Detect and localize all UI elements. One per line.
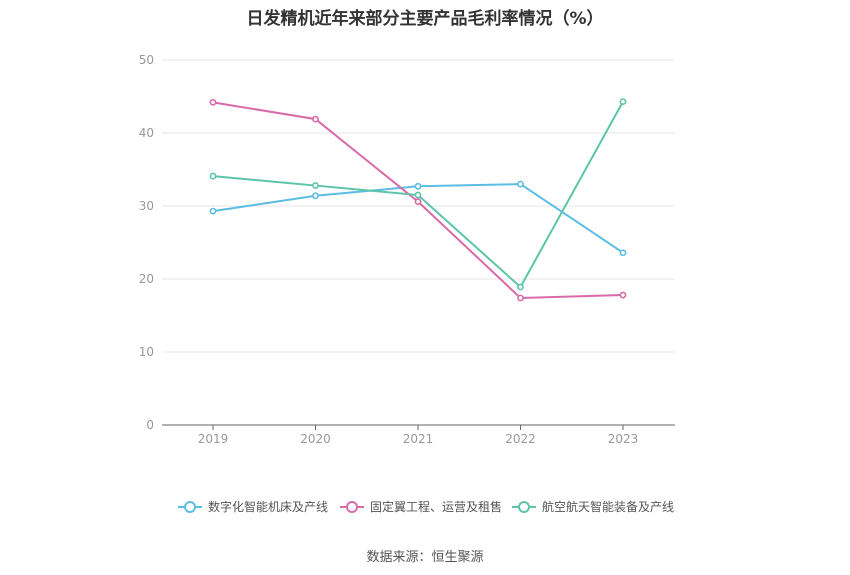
x-tick-label: 2020 xyxy=(300,432,331,446)
legend-item-1[interactable]: 固定翼工程、运营及租售 xyxy=(340,499,502,514)
x-tick-label: 2022 xyxy=(505,432,536,446)
data-point[interactable] xyxy=(414,198,422,206)
y-tick-label: 30 xyxy=(139,199,154,213)
x-tick-label: 2023 xyxy=(608,432,639,446)
data-point[interactable] xyxy=(619,249,627,257)
legend-label: 航空航天智能装备及产线 xyxy=(542,499,674,514)
series-lines xyxy=(209,98,627,302)
legend-label: 固定翼工程、运营及租售 xyxy=(370,499,502,514)
grid-lines xyxy=(162,59,675,353)
data-point[interactable] xyxy=(312,192,319,200)
legend-marker xyxy=(184,501,196,513)
data-point[interactable] xyxy=(517,294,524,302)
y-tick-label: 20 xyxy=(139,272,154,286)
legend: 数字化智能机床及产线 固定翼工程、运营及租售 航空航天智能装备及产线 xyxy=(178,499,674,514)
data-point[interactable] xyxy=(414,191,422,199)
axes: 0 10 20 30 40 50 2019 2020 2021 2022 2023 xyxy=(139,53,675,446)
series-1 xyxy=(209,98,627,302)
data-point[interactable] xyxy=(619,98,627,106)
series-0 xyxy=(209,180,627,257)
legend-item-2[interactable]: 航空航天智能装备及产线 xyxy=(512,499,674,514)
data-point[interactable] xyxy=(619,291,627,299)
legend-item-0[interactable]: 数字化智能机床及产线 xyxy=(178,499,328,514)
data-point[interactable] xyxy=(209,172,217,180)
chart-title: 日发精机近年来部分主要产品毛利率情况（%） xyxy=(246,9,604,29)
legend-label: 数字化智能机床及产线 xyxy=(208,499,328,514)
series-2 xyxy=(209,98,627,291)
data-point[interactable] xyxy=(414,182,422,190)
x-tick-label: 2021 xyxy=(403,432,434,446)
data-point[interactable] xyxy=(209,98,217,106)
y-tick-label: 0 xyxy=(146,418,154,432)
legend-marker xyxy=(346,501,358,513)
y-tick-label: 50 xyxy=(139,53,154,67)
source-note: 数据来源：恒生聚源 xyxy=(366,550,484,565)
data-point[interactable] xyxy=(312,182,319,189)
data-point[interactable] xyxy=(312,115,319,123)
data-point[interactable] xyxy=(517,283,524,291)
y-tick-label: 10 xyxy=(139,345,154,359)
data-point[interactable] xyxy=(209,207,217,215)
data-point[interactable] xyxy=(517,180,524,188)
x-tick-label: 2019 xyxy=(198,432,229,446)
legend-marker xyxy=(518,501,530,513)
y-tick-label: 40 xyxy=(139,126,154,140)
